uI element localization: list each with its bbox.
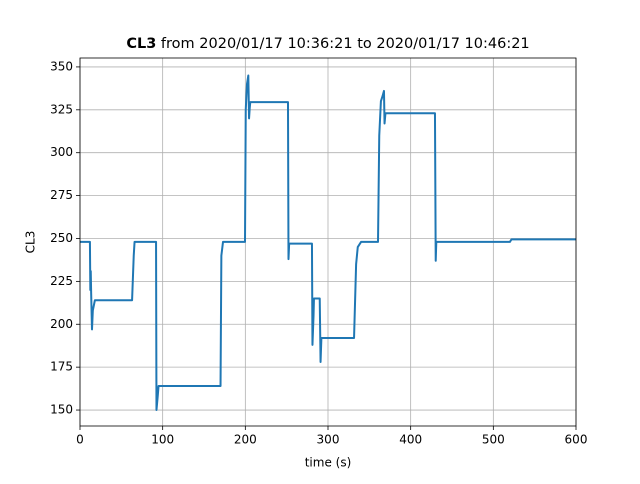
x-tick-label: 100 [151, 433, 174, 447]
x-axis-label: time (s) [305, 456, 352, 470]
title-bold: CL3 [126, 36, 156, 52]
y-tick-label: 200 [50, 317, 73, 331]
title-rest: from 2020/01/17 10:36:21 to 2020/01/17 1… [161, 36, 530, 52]
y-tick-label: 175 [50, 360, 73, 374]
x-tick-label: 500 [482, 433, 505, 447]
data-line [80, 74, 576, 412]
y-tick-label: 350 [50, 59, 73, 73]
y-axis-label: CL3 [24, 231, 38, 254]
chart-title: CL3 from 2020/01/17 10:36:21 to 2020/01/… [126, 36, 529, 52]
y-tick-label: 300 [50, 145, 73, 159]
plot-frame [79, 57, 577, 427]
x-tick-label: 300 [317, 433, 340, 447]
y-tick-label: 225 [50, 274, 73, 288]
x-tick-label: 400 [399, 433, 422, 447]
x-tick-label: 200 [234, 433, 257, 447]
x-tick-label: 0 [76, 433, 84, 447]
y-tick-label: 325 [50, 102, 73, 116]
x-tick-label: 600 [565, 433, 588, 447]
y-tick-label: 150 [50, 403, 73, 417]
y-tick-label: 250 [50, 231, 73, 245]
y-tick-label: 275 [50, 188, 73, 202]
